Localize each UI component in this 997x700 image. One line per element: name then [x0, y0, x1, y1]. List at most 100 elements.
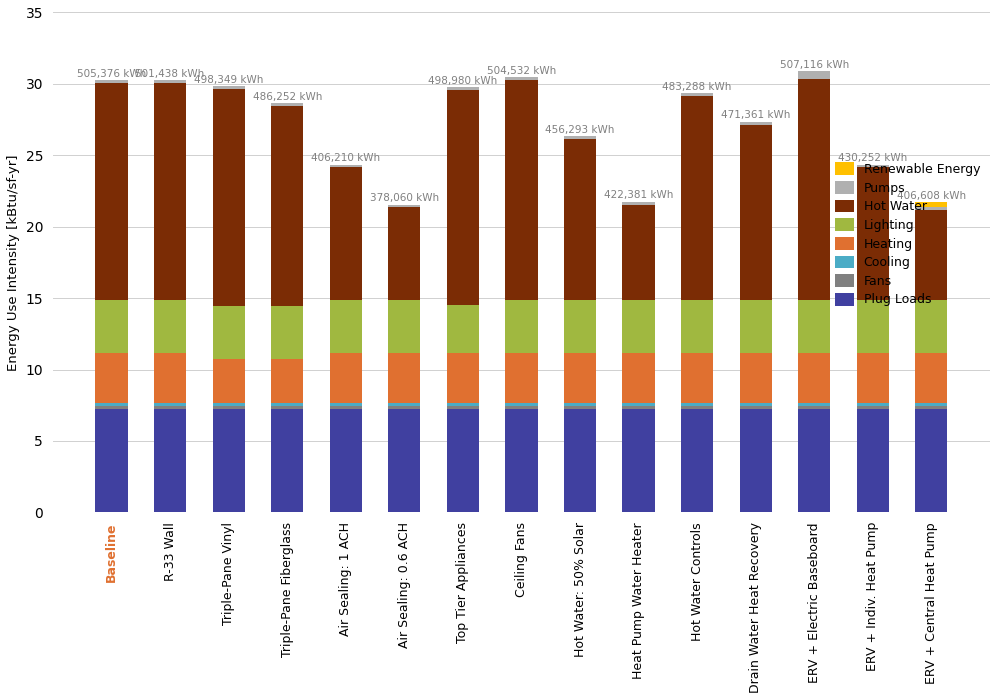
Bar: [622, 204, 655, 300]
Bar: [447, 88, 479, 90]
Bar: [915, 410, 947, 512]
Bar: [856, 167, 889, 300]
Bar: [154, 300, 186, 353]
Bar: [154, 410, 186, 512]
Bar: [681, 353, 713, 403]
Text: 498,980 kWh: 498,980 kWh: [429, 76, 498, 86]
Bar: [505, 300, 537, 353]
Bar: [856, 406, 889, 410]
Bar: [564, 139, 596, 300]
Bar: [799, 410, 831, 512]
Bar: [330, 410, 362, 512]
Bar: [564, 353, 596, 403]
Text: 430,252 kWh: 430,252 kWh: [838, 153, 907, 163]
Bar: [388, 207, 421, 300]
Y-axis label: Energy Use Intensity [kBtu/sf-yr]: Energy Use Intensity [kBtu/sf-yr]: [7, 154, 20, 370]
Bar: [915, 202, 947, 207]
Text: 486,252 kWh: 486,252 kWh: [252, 92, 322, 102]
Bar: [212, 89, 245, 306]
Text: 406,210 kWh: 406,210 kWh: [311, 153, 380, 163]
Bar: [799, 406, 831, 410]
Bar: [330, 353, 362, 403]
Bar: [622, 406, 655, 410]
Bar: [388, 403, 421, 406]
Text: 507,116 kWh: 507,116 kWh: [780, 60, 848, 69]
Bar: [564, 406, 596, 410]
Bar: [681, 93, 713, 96]
Bar: [915, 353, 947, 403]
Bar: [96, 80, 128, 83]
Bar: [96, 83, 128, 300]
Bar: [330, 406, 362, 410]
Bar: [388, 410, 421, 512]
Bar: [447, 406, 479, 410]
Bar: [212, 410, 245, 512]
Bar: [447, 410, 479, 512]
Bar: [330, 300, 362, 353]
Bar: [622, 410, 655, 512]
Text: 501,438 kWh: 501,438 kWh: [136, 69, 204, 79]
Bar: [740, 406, 772, 410]
Bar: [447, 304, 479, 353]
Bar: [96, 410, 128, 512]
Bar: [740, 125, 772, 300]
Text: 483,288 kWh: 483,288 kWh: [662, 82, 732, 92]
Bar: [740, 122, 772, 125]
Bar: [915, 207, 947, 210]
Bar: [212, 406, 245, 410]
Bar: [271, 306, 303, 359]
Bar: [154, 403, 186, 406]
Bar: [388, 300, 421, 353]
Bar: [681, 96, 713, 300]
Bar: [212, 403, 245, 406]
Legend: Renewable Energy, Pumps, Hot Water, Lighting, Heating, Cooling, Fans, Plug Loads: Renewable Energy, Pumps, Hot Water, Ligh…: [831, 159, 984, 310]
Bar: [96, 403, 128, 406]
Bar: [681, 406, 713, 410]
Bar: [622, 202, 655, 204]
Bar: [622, 353, 655, 403]
Bar: [505, 410, 537, 512]
Bar: [212, 306, 245, 359]
Bar: [271, 106, 303, 306]
Bar: [622, 300, 655, 353]
Bar: [799, 353, 831, 403]
Bar: [154, 406, 186, 410]
Bar: [799, 79, 831, 300]
Bar: [388, 204, 421, 207]
Bar: [799, 403, 831, 406]
Bar: [154, 353, 186, 403]
Bar: [505, 353, 537, 403]
Text: 422,381 kWh: 422,381 kWh: [604, 190, 673, 200]
Bar: [505, 80, 537, 300]
Bar: [447, 403, 479, 406]
Bar: [154, 83, 186, 300]
Bar: [388, 353, 421, 403]
Bar: [271, 103, 303, 106]
Bar: [271, 410, 303, 512]
Text: 471,361 kWh: 471,361 kWh: [721, 111, 791, 120]
Bar: [212, 359, 245, 403]
Text: 406,608 kWh: 406,608 kWh: [896, 191, 966, 201]
Bar: [564, 136, 596, 139]
Bar: [505, 78, 537, 80]
Bar: [564, 403, 596, 406]
Bar: [96, 353, 128, 403]
Bar: [856, 403, 889, 406]
Bar: [856, 353, 889, 403]
Bar: [330, 403, 362, 406]
Bar: [388, 406, 421, 410]
Bar: [740, 300, 772, 353]
Text: 505,376 kWh: 505,376 kWh: [77, 69, 147, 79]
Text: 378,060 kWh: 378,060 kWh: [370, 193, 439, 203]
Bar: [505, 403, 537, 406]
Bar: [915, 300, 947, 353]
Bar: [564, 300, 596, 353]
Bar: [681, 410, 713, 512]
Bar: [96, 406, 128, 410]
Bar: [271, 403, 303, 406]
Bar: [915, 210, 947, 300]
Bar: [271, 359, 303, 403]
Text: 504,532 kWh: 504,532 kWh: [487, 66, 556, 76]
Bar: [505, 406, 537, 410]
Bar: [799, 300, 831, 353]
